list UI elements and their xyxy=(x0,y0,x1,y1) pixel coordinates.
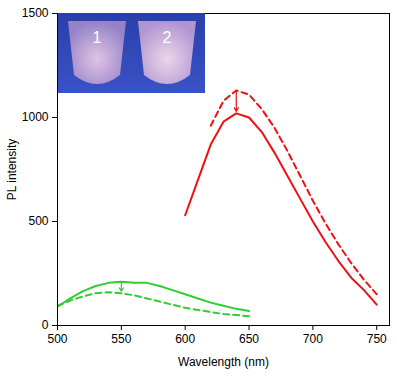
svg-text:600: 600 xyxy=(175,332,195,346)
svg-text:Wavelength (nm): Wavelength (nm) xyxy=(178,355,269,369)
svg-text:500: 500 xyxy=(28,214,48,228)
svg-text:750: 750 xyxy=(367,332,387,346)
svg-text:700: 700 xyxy=(303,332,323,346)
svg-text:1: 1 xyxy=(93,29,102,46)
svg-text:550: 550 xyxy=(111,332,131,346)
svg-text:500: 500 xyxy=(47,332,67,346)
svg-text:0: 0 xyxy=(42,318,49,332)
svg-text:PL intensity: PL intensity xyxy=(5,139,19,201)
svg-text:1000: 1000 xyxy=(22,110,49,124)
svg-text:1500: 1500 xyxy=(22,6,49,20)
svg-text:2: 2 xyxy=(163,29,172,46)
svg-text:650: 650 xyxy=(239,332,259,346)
